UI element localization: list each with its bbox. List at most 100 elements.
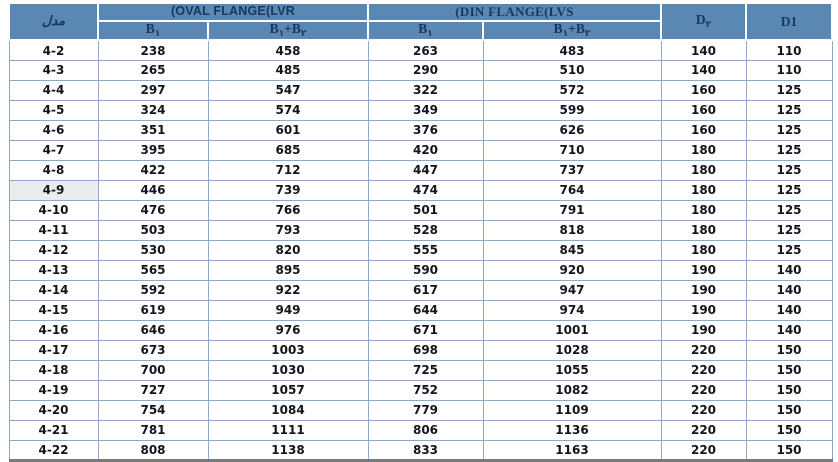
value-cell: 949 <box>207 299 369 321</box>
value-cell: 845 <box>482 239 662 261</box>
value-cell: 1138 <box>207 439 369 461</box>
value-cell: 528 <box>367 219 484 241</box>
table-header: مدل (OVAL FLANGE(LVR (DIN FLANGE(LVS D۲ … <box>8 1 834 42</box>
value-cell: 920 <box>482 259 662 281</box>
value-cell: 140 <box>745 319 833 341</box>
value-cell: 1084 <box>207 399 369 421</box>
value-cell: 752 <box>367 379 484 401</box>
value-cell: 125 <box>745 219 833 241</box>
model-cell: 4-3 <box>8 59 99 81</box>
value-cell: 501 <box>367 199 484 221</box>
value-cell: 420 <box>367 139 484 161</box>
value-cell: 1057 <box>207 379 369 401</box>
b1-subscript: ۱ <box>562 29 569 39</box>
table-row: 4-9 446 739 474 764 180 125 <box>8 179 833 201</box>
value-cell: 698 <box>367 339 484 361</box>
value-cell: 220 <box>660 419 747 441</box>
value-cell: 1001 <box>482 319 662 341</box>
table-row: 4-13 565 895 590 920 190 140 <box>8 259 833 281</box>
value-cell: 725 <box>367 359 484 381</box>
value-cell: 793 <box>207 219 369 241</box>
value-cell: 1082 <box>482 379 662 401</box>
value-cell: 820 <box>207 239 369 261</box>
model-cell: 4-15 <box>8 299 99 321</box>
value-cell: 779 <box>367 399 484 421</box>
model-cell: 4-20 <box>8 399 99 421</box>
d2-base: D <box>695 12 706 27</box>
value-cell: 125 <box>745 179 833 201</box>
value-cell: 895 <box>207 259 369 281</box>
value-cell: 351 <box>97 119 209 141</box>
model-cell: 4-2 <box>8 39 99 61</box>
value-cell: 458 <box>207 39 369 61</box>
value-cell: 190 <box>660 259 747 281</box>
value-cell: 125 <box>745 159 833 181</box>
value-cell: 572 <box>482 79 662 101</box>
value-cell: 110 <box>745 59 833 81</box>
model-cell: 4-21 <box>8 419 99 441</box>
table-row: 4-8 422 712 447 737 180 125 <box>8 159 833 181</box>
value-cell: 150 <box>745 419 833 441</box>
value-cell: 671 <box>367 319 484 341</box>
value-cell: 376 <box>367 119 484 141</box>
model-cell: 4-9 <box>8 179 99 201</box>
value-cell: 1163 <box>482 439 662 461</box>
value-cell: 1111 <box>207 419 369 441</box>
value-cell: 808 <box>97 439 209 461</box>
value-cell: 700 <box>97 359 209 381</box>
value-cell: 626 <box>482 119 662 141</box>
model-cell: 4-8 <box>8 159 99 181</box>
value-cell: 555 <box>367 239 484 261</box>
value-cell: 922 <box>207 279 369 301</box>
model-cell: 4-17 <box>8 339 99 361</box>
value-cell: 180 <box>660 179 747 201</box>
d1-column-header: D1 <box>745 1 834 42</box>
din-flange-group-header: (DIN FLANGE(LVS <box>366 2 663 22</box>
flange-spec-table-wrap: مدل (OVAL FLANGE(LVR (DIN FLANGE(LVS D۲ … <box>8 1 834 462</box>
table-row: 4-2 238 458 263 483 140 110 <box>8 39 833 61</box>
b2-subscript: ۲ <box>300 29 307 39</box>
value-cell: 619 <box>97 299 209 321</box>
b1-base: B <box>553 21 563 36</box>
header-row-groups: مدل (OVAL FLANGE(LVR (DIN FLANGE(LVS D۲ … <box>8 1 834 42</box>
value-cell: 220 <box>660 379 747 401</box>
value-cell: 791 <box>482 199 662 221</box>
table-row: 4-7 395 685 420 710 180 125 <box>8 139 833 161</box>
value-cell: 818 <box>482 219 662 241</box>
value-cell: 220 <box>660 399 747 421</box>
din-b1-header: B۱ <box>367 19 484 42</box>
value-cell: 190 <box>660 319 747 341</box>
value-cell: 503 <box>97 219 209 241</box>
table-row: 4-15 619 949 644 974 190 140 <box>8 299 833 321</box>
value-cell: 190 <box>660 279 747 301</box>
value-cell: 592 <box>97 279 209 301</box>
table-row: 4-5 324 574 349 599 160 125 <box>8 99 833 121</box>
value-cell: 1030 <box>207 359 369 381</box>
model-cell: 4-4 <box>8 79 99 101</box>
model-cell: 4-10 <box>8 199 99 221</box>
b2-base: B <box>575 21 585 36</box>
value-cell: 530 <box>97 239 209 261</box>
value-cell: 644 <box>367 299 484 321</box>
model-cell: 4-11 <box>8 219 99 241</box>
model-cell: 4-16 <box>8 319 99 341</box>
table-row: 4-4 297 547 322 572 160 125 <box>8 79 833 101</box>
value-cell: 140 <box>660 59 747 81</box>
table-row: 4-21 781 1111 806 1136 220 150 <box>8 419 833 441</box>
header-row-sub: B۱ B۱+B۲ B۱ B۱+B۲ <box>9 19 832 42</box>
value-cell: 160 <box>660 119 747 141</box>
value-cell: 446 <box>97 179 209 201</box>
d2-column-header: D۲ <box>660 1 748 42</box>
value-cell: 150 <box>745 379 833 401</box>
value-cell: 574 <box>207 99 369 121</box>
value-cell: 727 <box>97 379 209 401</box>
model-cell: 4-14 <box>8 279 99 301</box>
value-cell: 673 <box>97 339 209 361</box>
value-cell: 265 <box>97 59 209 81</box>
value-cell: 220 <box>660 439 747 461</box>
b1-subscript: ۱ <box>278 29 285 39</box>
table-row: 4-16 646 976 671 1001 190 140 <box>8 319 833 341</box>
value-cell: 764 <box>482 179 662 201</box>
value-cell: 601 <box>207 119 369 141</box>
value-cell: 766 <box>207 199 369 221</box>
